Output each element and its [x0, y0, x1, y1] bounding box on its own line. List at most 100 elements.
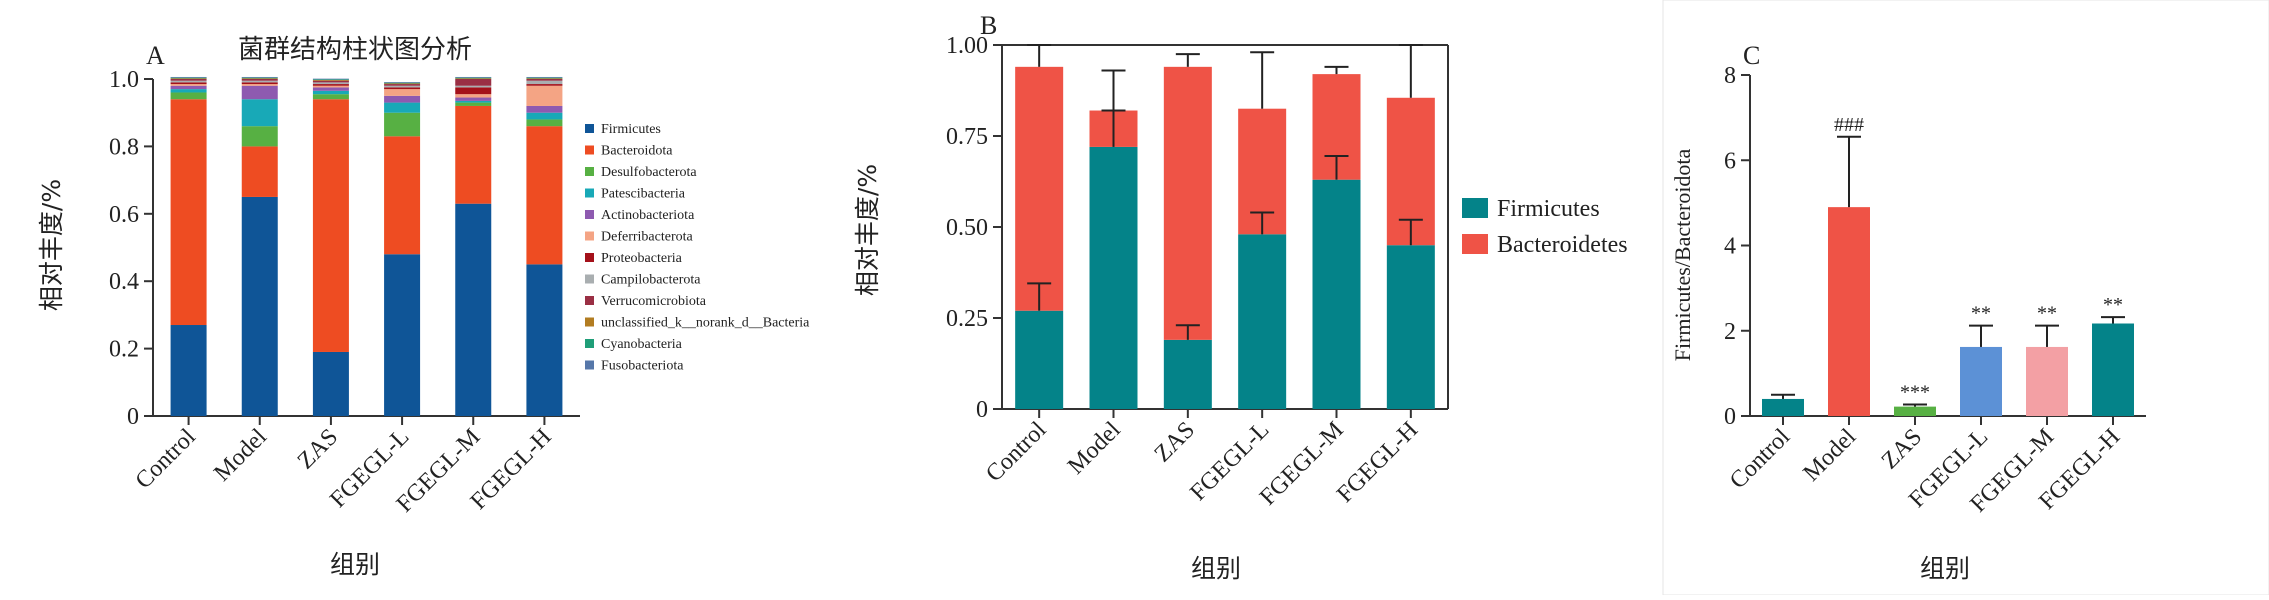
bar-segment [526, 126, 563, 265]
panel-a: A 菌群结构柱状图分析 相对丰度/% 组别 0 0.2 0.4 0.6 0.8 1.0 Co… [37, 35, 810, 579]
bar-segment [312, 90, 349, 95]
bar-segment [384, 87, 421, 90]
y-tick-label: 0.8 [109, 134, 139, 160]
bar-segment [241, 77, 278, 79]
x-tick-label: Model [1799, 424, 1862, 487]
legend-swatch [585, 339, 594, 348]
significance-mark: ### [1834, 114, 1864, 136]
bar-segment [455, 77, 492, 79]
bar-segment [455, 100, 492, 103]
bar [2092, 323, 2134, 416]
bar-segment [455, 97, 492, 101]
legend-swatch [585, 145, 594, 155]
x-tick-label: ZAS [293, 424, 343, 474]
bar-segment [526, 77, 563, 79]
bar-segment [526, 79, 563, 81]
bar-segment [526, 78, 563, 79]
bar-segment [384, 102, 421, 113]
bar-segment [241, 196, 278, 416]
bar-segment [170, 76, 207, 78]
y-tick-label: 0.6 [109, 202, 139, 228]
legend-swatch [585, 167, 594, 176]
panel-c-label: C [1743, 41, 1760, 70]
bar-segment [1015, 66, 1064, 311]
bar-segment [384, 136, 421, 255]
y-tick-label: 1.00 [946, 33, 988, 59]
legend-label: Desulfobacterota [601, 165, 697, 180]
bar-segment [1238, 234, 1287, 409]
panel-c-frame [1662, 0, 2269, 596]
legend-label: Deferribacterota [601, 230, 693, 245]
bar-segment [170, 99, 207, 326]
bar-segment [170, 92, 207, 100]
bar-segment [455, 78, 492, 79]
y-tick-label: 2 [1724, 319, 1736, 345]
panel-a-bars [170, 76, 563, 416]
legend-label: Bacteroidetes [1497, 232, 1628, 258]
x-tick-label: ZAS [1877, 424, 1927, 474]
bar-segment [526, 76, 563, 78]
legend-swatch [585, 124, 594, 133]
bar-segment [312, 80, 349, 81]
bar-segment [170, 325, 207, 416]
panel-b-x-axis-label: 组别 [1191, 554, 1241, 583]
x-tick-label: Control [1725, 424, 1795, 494]
legend-swatch [585, 360, 594, 370]
legend-swatch [1462, 234, 1488, 254]
panel-a-legend: Firmicutes Bacteroidota Desulfobacterota Pa… [585, 122, 810, 374]
legend-label: unclassified_k__norank_d__Bacteria [601, 316, 810, 331]
bar-segment [384, 95, 421, 103]
y-tick-label: 6 [1724, 148, 1736, 174]
panel-b-label: B [980, 11, 997, 40]
bar-segment [526, 80, 563, 85]
legend-label: Cyanobacteria [601, 337, 683, 352]
bar-segment [170, 82, 207, 85]
bar-segment [170, 78, 207, 79]
bar-segment [312, 80, 349, 83]
bar-segment [241, 79, 278, 81]
bar [2026, 346, 2068, 416]
legend-label: Campilobacterota [601, 273, 701, 288]
panel-c-bars: ###***** ** ** [1762, 114, 2134, 416]
y-tick-label: 0 [127, 404, 139, 430]
legend-label: Bacteroidota [601, 144, 673, 159]
x-tick-label: Control [981, 417, 1051, 487]
y-tick-label: 8 [1724, 63, 1736, 89]
bar-segment [384, 112, 421, 137]
significance-mark: ** [1971, 303, 1991, 325]
bar-segment [1386, 245, 1435, 409]
bar [1894, 406, 1936, 416]
bar-segment [241, 126, 278, 147]
y-tick-label: 0 [1724, 404, 1736, 430]
bar-segment [384, 82, 421, 84]
bar-segment [1015, 310, 1064, 409]
legend-swatch [585, 274, 594, 284]
bar-segment [241, 85, 278, 100]
bar-segment [384, 83, 421, 85]
x-tick-label: ZAS [1150, 417, 1200, 467]
legend-label: Fusobacteriota [601, 359, 684, 374]
bar-segment [312, 79, 349, 81]
bar-segment [241, 76, 278, 78]
panel-c: C Firmicutes/Bacteroidota 组别 0 2 4 6 8 Contro… [1662, 0, 2269, 596]
bar-segment [170, 80, 207, 83]
significance-mark: ** [2037, 303, 2057, 325]
bar-segment [1163, 66, 1212, 340]
panel-b-y-axis-label: 相对丰度/% [853, 164, 882, 296]
bar-segment [241, 84, 278, 86]
bar-segment [455, 76, 492, 78]
bar-segment [170, 77, 207, 79]
bar-segment [312, 99, 349, 352]
y-tick-label: 0.50 [946, 215, 988, 241]
y-tick-label: 0.25 [946, 306, 988, 332]
significance-mark: ** [2103, 294, 2123, 316]
bar-segment [526, 84, 563, 86]
panel-b: B 相对丰度/% 组别 0 0.25 0.50 0.75 1.00 Control Mode… [853, 11, 1628, 583]
panel-b-bars [1015, 44, 1435, 410]
legend-label: Verrucomicrobiota [601, 294, 707, 309]
panel-a-y-axis-label: 相对丰度/% [37, 179, 66, 311]
bar-segment [312, 78, 349, 80]
bar-segment [384, 85, 421, 88]
